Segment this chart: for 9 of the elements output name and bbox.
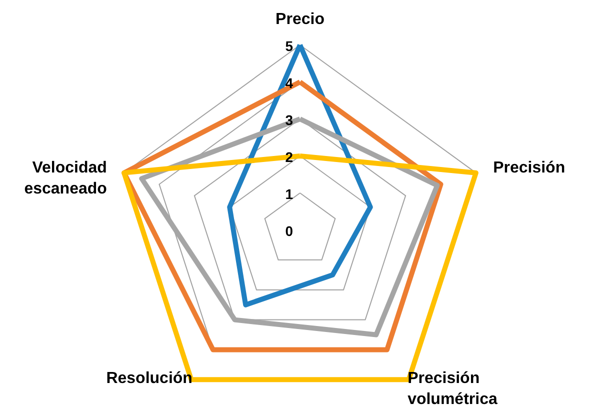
y-tick-label: 3	[285, 112, 294, 128]
y-tick-label: 1	[285, 186, 294, 202]
spoke-label: Precisión volumétrica	[408, 370, 498, 405]
y-tick-label: 5	[285, 38, 294, 54]
spoke-label: Precio	[276, 11, 325, 28]
spoke-label: Resolución	[106, 370, 192, 388]
spoke-label: Precisión	[493, 159, 566, 176]
spoke-label: Velocidad escaneado	[24, 159, 108, 198]
y-tick-label: 0	[285, 223, 294, 239]
